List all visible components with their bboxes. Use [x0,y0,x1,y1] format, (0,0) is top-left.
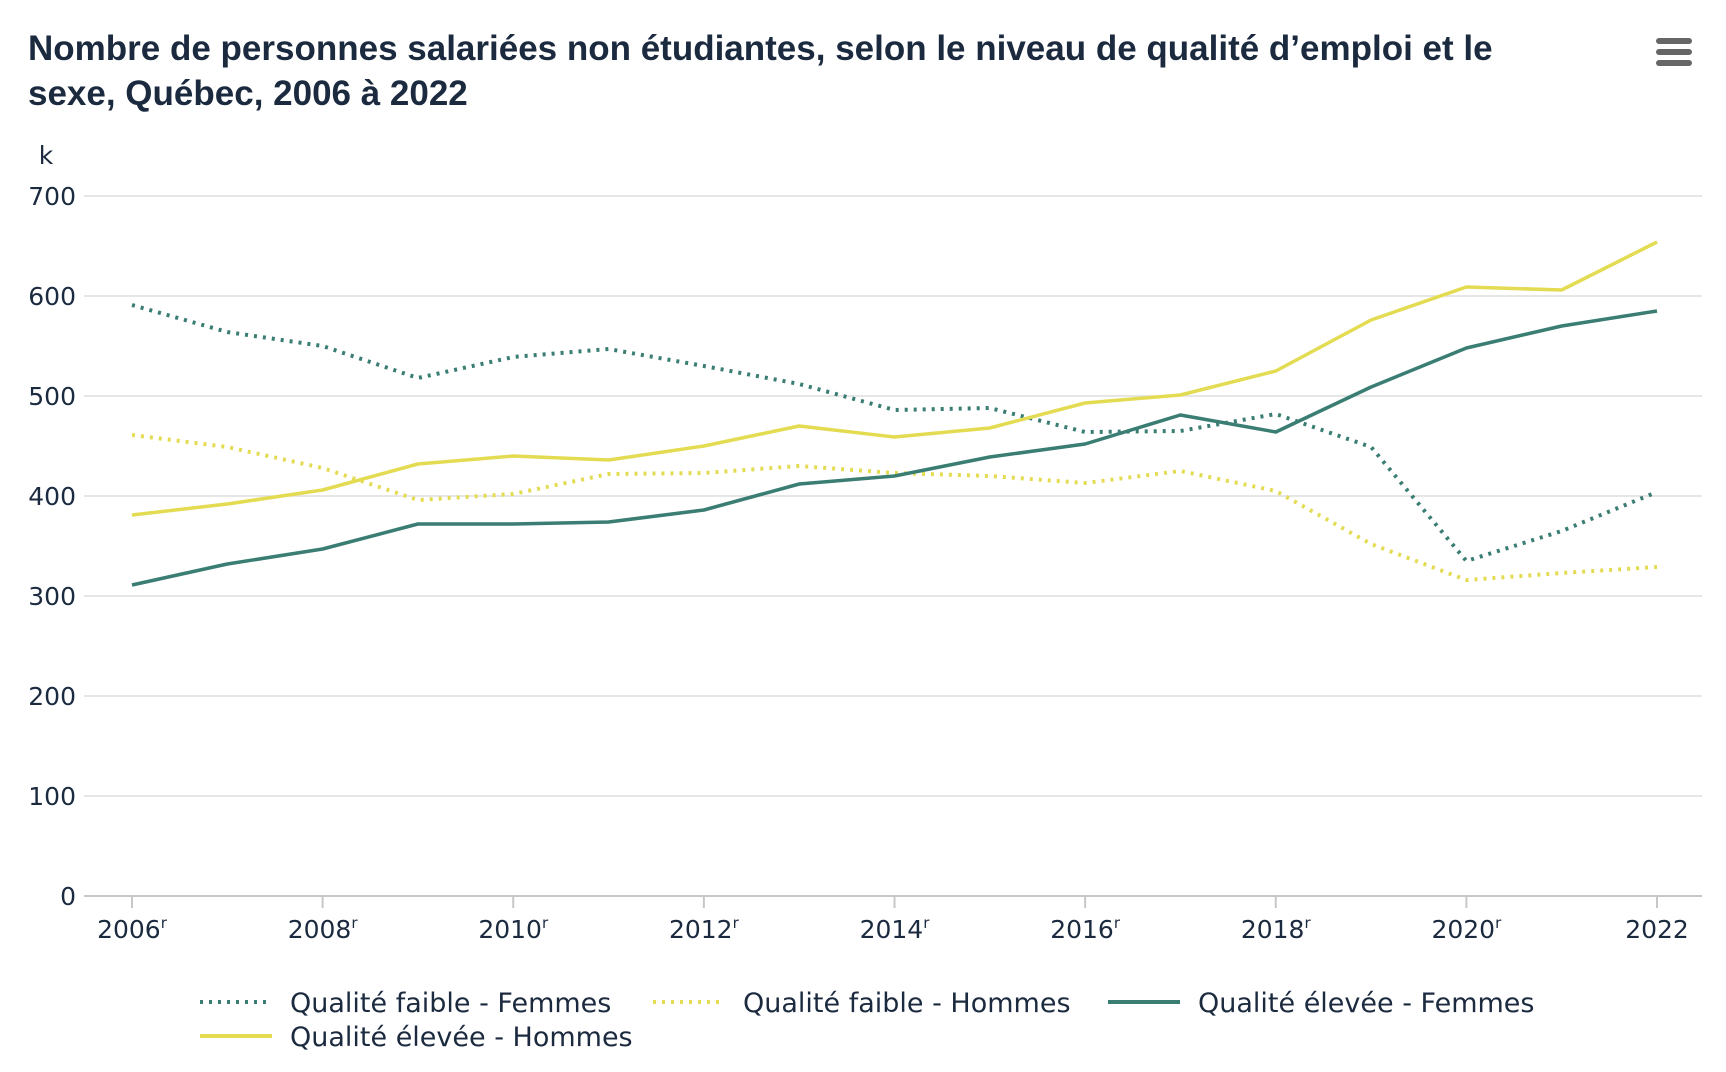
legend-label: Qualité faible - Femmes [290,988,611,1019]
x-tick-label: 2016r [1050,914,1121,944]
y-tick-label: 100 [28,782,76,811]
legend-label: Qualité faible - Hommes [743,988,1071,1019]
y-tick-label: 0 [60,882,76,911]
series-line-1[interactable] [131,303,1658,563]
legend: Qualité faible - Femmes Qualité faible - … [200,988,1534,1053]
grid-lines [84,195,1702,897]
x-axis: 2006r 2008r 2010r 2012r 2014r 2016r 2018r 2020r… [97,896,1689,944]
y-tick-label: 500 [28,382,76,411]
y-tick-label: 600 [28,282,76,311]
hamburger-menu-icon[interactable] [1656,38,1692,68]
x-tick-label: 2018r [1241,914,1312,944]
y-tick-label: 700 [28,182,76,211]
series-line-3[interactable] [131,309,1658,587]
x-tick-label: 2008r [288,914,359,944]
y-tick-label: 400 [28,482,76,511]
series-line-4[interactable] [131,240,1658,517]
chart-title: Nombre de personnes salariées non étudia… [28,29,1493,113]
legend-item-3[interactable]: Qualité élevée - Femmes [1108,988,1534,1019]
legend-item-1[interactable]: Qualité faible - Femmes [200,988,611,1019]
plot-area [131,240,1658,587]
x-tick-label: 2014r [860,914,931,944]
y-tick-label: 200 [28,682,76,711]
x-tick-label: 2020r [1431,914,1502,944]
legend-label: Qualité élevée - Hommes [290,1022,633,1053]
x-tick-label: 2010r [478,914,549,944]
x-tick-label: 2022 [1625,915,1689,944]
legend-item-2[interactable]: Qualité faible - Hommes [653,988,1071,1019]
series-line-2[interactable] [131,433,1658,582]
legend-label: Qualité élevée - Femmes [1198,988,1534,1019]
y-axis: 0 100 200 300 400 500 600 700 k [28,141,76,911]
y-tick-label: 300 [28,582,76,611]
y-unit-label: k [39,141,54,170]
legend-item-4[interactable]: Qualité élevée - Hommes [200,1022,633,1053]
x-tick-label: 2012r [669,914,740,944]
x-tick-label: 2006r [97,914,168,944]
